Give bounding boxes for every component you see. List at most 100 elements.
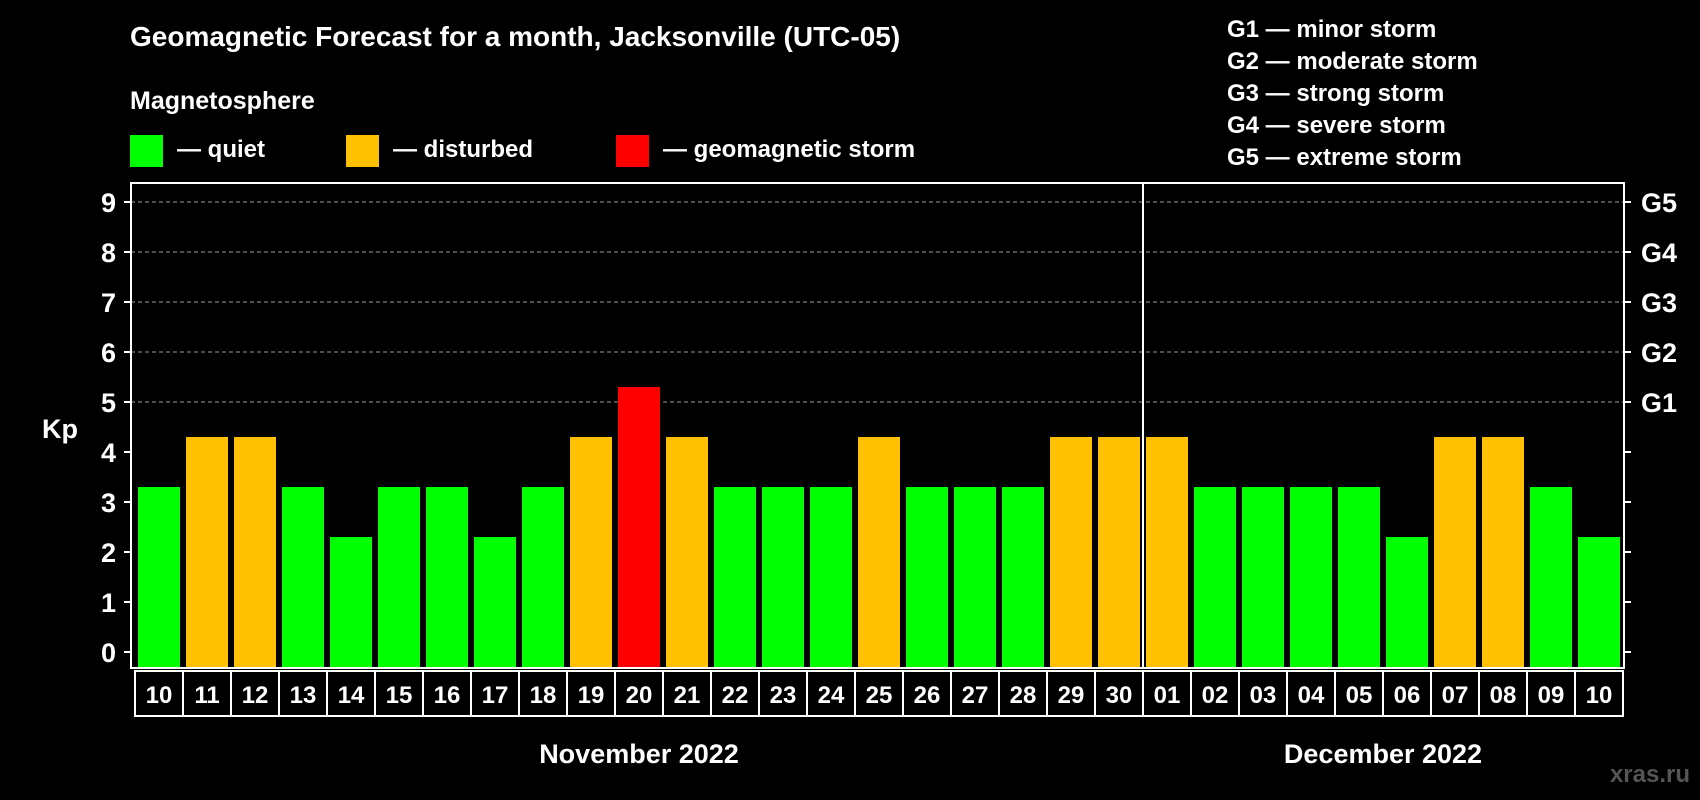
bar-12: [714, 487, 756, 668]
bar-20: [1098, 437, 1140, 668]
y-tick-label: 1: [101, 588, 116, 618]
storm-level-label: G2: [1641, 338, 1677, 368]
bar-15: [858, 437, 900, 668]
day-labels-box: [134, 670, 1624, 717]
bar-21: [1146, 437, 1188, 668]
day-label: 09: [1538, 682, 1565, 709]
y-axis-ticks: 0 1 2 3 4 5 6 7 8 9: [101, 188, 1631, 668]
day-label: 27: [962, 682, 989, 709]
bar-11: [666, 437, 708, 668]
day-label: 05: [1346, 682, 1373, 709]
y-tick-label: 4: [101, 438, 116, 468]
storm-scale-g3: G3 — strong storm: [1227, 80, 1444, 107]
grid-lines: [131, 201, 1624, 403]
day-label: 03: [1250, 682, 1277, 709]
day-label: 18: [530, 682, 557, 709]
y-tick-label: 7: [101, 288, 116, 318]
bar-13: [762, 487, 804, 668]
day-label: 15: [386, 682, 413, 709]
bar-9: [570, 437, 612, 668]
day-label: 25: [866, 682, 893, 709]
day-label: 19: [578, 682, 605, 709]
day-labels: 10 11 12 13 14 15 16 17 18 19 20 21 22 23 24 25 26 27 28 29…: [134, 670, 1624, 717]
legend-storm-label: — geomagnetic storm: [663, 136, 915, 163]
storm-scale-g5: G5 — extreme storm: [1227, 144, 1462, 171]
bar-16: [906, 487, 948, 668]
day-label: 10: [146, 682, 173, 709]
bar-0: [138, 487, 180, 668]
bar-1: [186, 437, 228, 668]
day-label: 30: [1106, 682, 1133, 709]
bar-10: [618, 387, 660, 668]
day-label: 12: [242, 682, 269, 709]
day-label: 14: [338, 682, 365, 709]
bar-29: [1530, 487, 1572, 668]
legend-quiet-label: — quiet: [177, 136, 265, 163]
day-label: 24: [818, 682, 845, 709]
bar-5: [378, 487, 420, 668]
storm-level-axis: G1 G2 G3 G4 G5: [1641, 188, 1677, 418]
day-label: 13: [290, 682, 317, 709]
day-label: 16: [434, 682, 461, 709]
storm-scale-g1: G1 — minor storm: [1227, 16, 1436, 43]
storm-level-label: G3: [1641, 288, 1677, 318]
day-label: 21: [674, 682, 701, 709]
bar-4: [330, 537, 372, 668]
y-axis-label: Kp: [42, 414, 78, 444]
plot-border: [130, 182, 1625, 669]
day-label: 04: [1298, 682, 1325, 709]
bar-14: [810, 487, 852, 668]
day-label: 20: [626, 682, 653, 709]
bar-6: [426, 487, 468, 668]
bar-18: [1002, 487, 1044, 668]
bar-3: [282, 487, 324, 668]
legend-quiet-swatch: [130, 135, 163, 167]
bar-30: [1578, 537, 1620, 668]
chart-title: Geomagnetic Forecast for a month, Jackso…: [130, 21, 900, 52]
storm-scale-g2: G2 — moderate storm: [1227, 48, 1478, 75]
bar-19: [1050, 437, 1092, 668]
legend-disturbed-label: — disturbed: [393, 136, 533, 163]
month-label: December 2022: [1284, 739, 1482, 769]
bar-8: [522, 487, 564, 668]
day-label: 17: [482, 682, 509, 709]
bar-17: [954, 487, 996, 668]
day-label: 23: [770, 682, 797, 709]
storm-level-label: G5: [1641, 188, 1677, 218]
y-tick-label: 8: [101, 238, 116, 268]
y-tick-label: 6: [101, 338, 116, 368]
bar-25: [1338, 487, 1380, 668]
day-label: 01: [1154, 682, 1181, 709]
month-labels: November 2022 December 2022: [539, 739, 1482, 769]
month-label: November 2022: [539, 739, 739, 769]
legend-disturbed-swatch: [346, 135, 379, 167]
day-label: 08: [1490, 682, 1517, 709]
bar-26: [1386, 537, 1428, 668]
y-tick-label: 5: [101, 388, 116, 418]
bar-28: [1482, 437, 1524, 668]
y-tick-label: 0: [101, 638, 116, 668]
day-label: 29: [1058, 682, 1085, 709]
magnetosphere-heading: Magnetosphere: [130, 87, 315, 115]
day-label: 06: [1394, 682, 1421, 709]
plot-frame: [130, 182, 1625, 669]
legend-storm-swatch: [616, 135, 649, 167]
day-label: 11: [194, 682, 219, 709]
bar-27: [1434, 437, 1476, 668]
storm-scale-g4: G4 — severe storm: [1227, 112, 1446, 139]
bars: [138, 387, 1620, 668]
storm-level-label: G4: [1641, 238, 1677, 268]
day-label: 22: [722, 682, 749, 709]
watermark: xras.ru: [1610, 761, 1690, 788]
bar-24: [1290, 487, 1332, 668]
day-label: 07: [1442, 682, 1469, 709]
bar-23: [1242, 487, 1284, 668]
bar-7: [474, 537, 516, 668]
bar-2: [234, 437, 276, 668]
bar-22: [1194, 487, 1236, 668]
day-label: 02: [1202, 682, 1229, 709]
day-label: 10: [1586, 682, 1613, 709]
y-tick-label: 9: [101, 188, 116, 218]
y-tick-label: 3: [101, 488, 116, 518]
